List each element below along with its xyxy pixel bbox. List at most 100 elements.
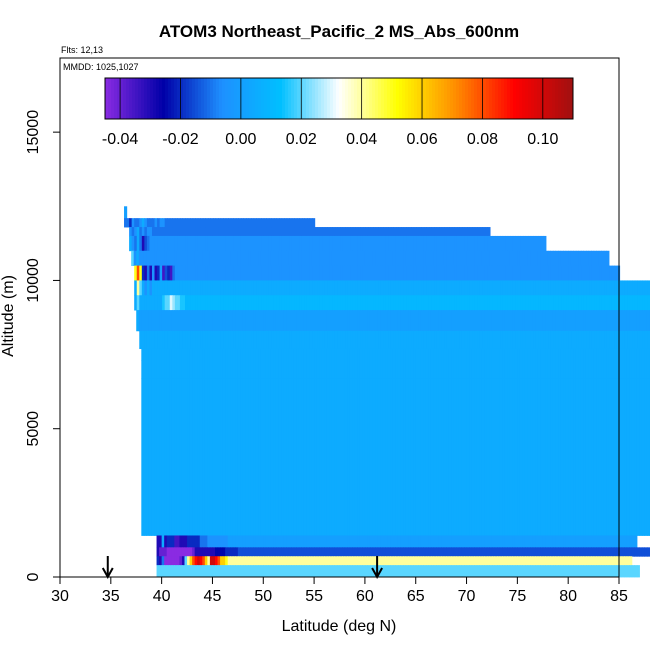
- heatmap-cell: [192, 556, 196, 566]
- heatmap-cell: [242, 565, 247, 578]
- heatmap-cell: [517, 265, 522, 281]
- heatmap-cell: [444, 227, 448, 237]
- heatmap-cell: [555, 265, 560, 281]
- heatmap-cell: [491, 547, 496, 557]
- heatmap-cell: [242, 360, 247, 379]
- heatmap-cell: [430, 250, 435, 266]
- heatmap-cell: [146, 280, 151, 296]
- heatmap-cell: [395, 360, 399, 379]
- heatmap-cell: [405, 378, 409, 536]
- colorbar-segment: [327, 78, 331, 119]
- heatmap-cell: [423, 535, 427, 548]
- heatmap-cell: [499, 250, 503, 266]
- heatmap-cell: [471, 348, 475, 361]
- heatmap-cell: [484, 360, 488, 379]
- heatmap-cell: [288, 250, 292, 266]
- heatmap-cell: [174, 547, 178, 557]
- heatmap-cell: [453, 565, 457, 578]
- heatmap-cell: [288, 547, 292, 557]
- heatmap-cell: [420, 547, 424, 557]
- heatmap-cell: [248, 535, 252, 548]
- heatmap-cell: [144, 227, 148, 237]
- heatmap-cell: [324, 547, 328, 557]
- heatmap-cell: [195, 218, 199, 228]
- heatmap-cell: [425, 250, 430, 266]
- heatmap-cell: [197, 218, 201, 228]
- heatmap-cell: [312, 227, 316, 237]
- heatmap-cell: [505, 295, 509, 311]
- heatmap-cell: [189, 547, 193, 557]
- heatmap-cell: [331, 565, 336, 578]
- heatmap-cell: [537, 535, 541, 548]
- heatmap-cell: [329, 378, 333, 536]
- heatmap-cell: [266, 330, 270, 350]
- heatmap-cell: [288, 378, 292, 536]
- heatmap-cell: [154, 378, 158, 536]
- heatmap-cell: [225, 295, 229, 311]
- heatmap-cell: [373, 330, 377, 350]
- heatmap-cell: [204, 565, 208, 578]
- heatmap-cell: [189, 310, 193, 332]
- heatmap-cell: [291, 218, 295, 228]
- heatmap-cell: [502, 295, 506, 311]
- heatmap-cell: [316, 565, 320, 578]
- heatmap-cell: [390, 310, 394, 332]
- heatmap-cell: [243, 265, 247, 281]
- heatmap-cell: [495, 265, 499, 281]
- heatmap-cell: [357, 227, 361, 237]
- heatmap-cell: [400, 547, 404, 557]
- heatmap-cell: [540, 547, 544, 557]
- colorbar-segment: [510, 78, 514, 119]
- heatmap-cell: [499, 565, 503, 578]
- heatmap-cell: [438, 360, 442, 379]
- heatmap-cell: [382, 348, 386, 361]
- heatmap-cell: [446, 235, 450, 252]
- heatmap-cell: [275, 250, 280, 266]
- heatmap-cell: [166, 310, 170, 332]
- heatmap-cell: [250, 535, 254, 548]
- heatmap-cell: [205, 218, 209, 228]
- heatmap-cell: [207, 330, 212, 350]
- heatmap-cell: [375, 330, 379, 350]
- heatmap-cell: [202, 565, 206, 578]
- colorbar-segment: [189, 78, 193, 119]
- heatmap-cell: [190, 227, 194, 237]
- heatmap-cell: [469, 378, 473, 536]
- heatmap-cell: [555, 280, 560, 296]
- heatmap-cell: [199, 535, 203, 548]
- heatmap-cell: [497, 310, 501, 332]
- heatmap-cell: [339, 547, 343, 557]
- heatmap-cell: [479, 360, 483, 379]
- heatmap-cell: [334, 235, 339, 252]
- heatmap-cell: [619, 535, 623, 548]
- colorbar-segment: [486, 78, 490, 119]
- heatmap-cell: [540, 250, 544, 266]
- heatmap-cell: [261, 227, 265, 237]
- heatmap-cell: [614, 295, 618, 311]
- heatmap-cell: [355, 280, 359, 296]
- heatmap-cell: [157, 265, 161, 281]
- heatmap-cell: [200, 280, 204, 296]
- heatmap-cell: [276, 218, 280, 228]
- heatmap-cell: [265, 535, 269, 548]
- heatmap-cell: [641, 310, 646, 332]
- heatmap-cell: [502, 280, 506, 296]
- colorbar-segment: [261, 78, 265, 119]
- heatmap-cell: [146, 227, 151, 237]
- heatmap-cell: [486, 565, 491, 578]
- heatmap-cell: [565, 310, 569, 332]
- heatmap-cell: [441, 556, 445, 566]
- heatmap-cell: [537, 378, 541, 536]
- heatmap-cell: [141, 265, 145, 281]
- heatmap-cell: [162, 280, 166, 296]
- heatmap-cell: [159, 535, 163, 548]
- heatmap-cell: [124, 218, 128, 228]
- heatmap-cell: [497, 235, 501, 252]
- colorbar-segment: [375, 78, 379, 119]
- heatmap-cell: [421, 280, 425, 296]
- heatmap-cell: [421, 265, 425, 281]
- heatmap-cell: [273, 348, 277, 361]
- heatmap-cell: [451, 250, 455, 266]
- heatmap-cell: [472, 295, 476, 311]
- colorbar-segment: [147, 78, 151, 119]
